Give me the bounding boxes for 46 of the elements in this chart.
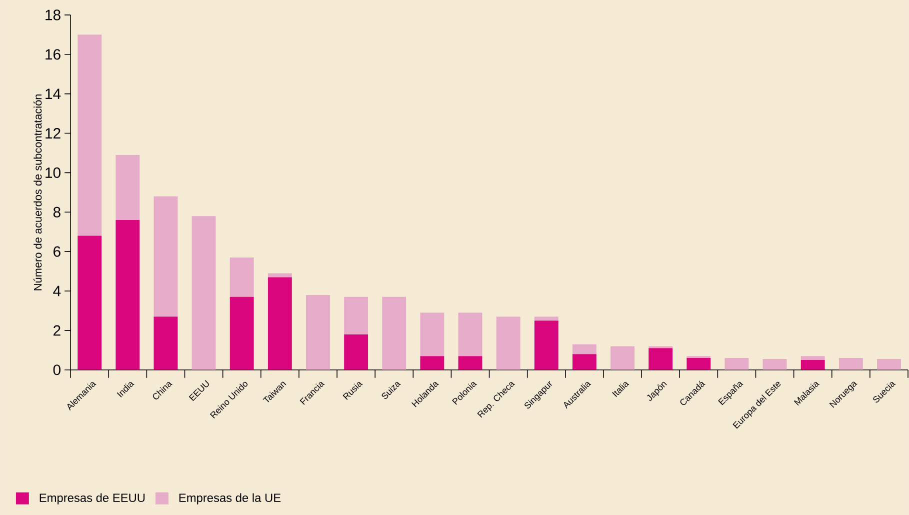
y-tick-label: 0	[53, 364, 60, 375]
y-tick-label: 4	[53, 286, 61, 296]
y-axis-title: Número de acuerdos de subcontratación	[34, 94, 42, 290]
y-tick-label: 18	[46, 9, 60, 20]
y-tick-label: 6	[54, 246, 60, 257]
bar	[496, 316, 520, 370]
y-tick-label: 16	[46, 48, 60, 60]
bar	[572, 344, 596, 354]
bar	[724, 358, 749, 370]
bar	[344, 296, 368, 334]
bar	[382, 296, 406, 370]
bar	[648, 348, 673, 370]
bar	[572, 354, 596, 370]
bar	[268, 276, 292, 370]
bar	[534, 316, 558, 320]
bar	[420, 312, 444, 356]
legend-label: Empresas de EEUU	[40, 493, 145, 504]
bar	[420, 356, 444, 370]
bar	[230, 257, 254, 297]
bar	[838, 358, 863, 370]
bar	[306, 294, 330, 370]
bar	[230, 296, 254, 370]
bar	[192, 216, 216, 370]
bar	[877, 358, 901, 370]
bar	[534, 320, 558, 370]
y-tick-label: 12	[46, 128, 60, 138]
bar	[800, 360, 825, 370]
bar	[458, 312, 482, 356]
bar	[762, 358, 787, 370]
bar	[154, 196, 178, 316]
legend-label: Empresas de la UE	[179, 493, 281, 504]
bar	[344, 334, 368, 370]
bar	[78, 236, 102, 370]
bar	[116, 220, 140, 370]
y-tick-label: 10	[46, 167, 60, 178]
bar	[154, 316, 178, 370]
bar	[686, 358, 711, 370]
bar	[800, 356, 825, 360]
y-tick-label: 14	[46, 88, 61, 99]
bar	[458, 356, 482, 370]
x-tick-label: Italia	[612, 382, 630, 397]
bar	[116, 154, 140, 220]
bar	[610, 346, 634, 370]
bar	[78, 34, 102, 236]
y-tick-label: 2	[54, 325, 60, 336]
y-tick-label: 8	[53, 206, 60, 218]
